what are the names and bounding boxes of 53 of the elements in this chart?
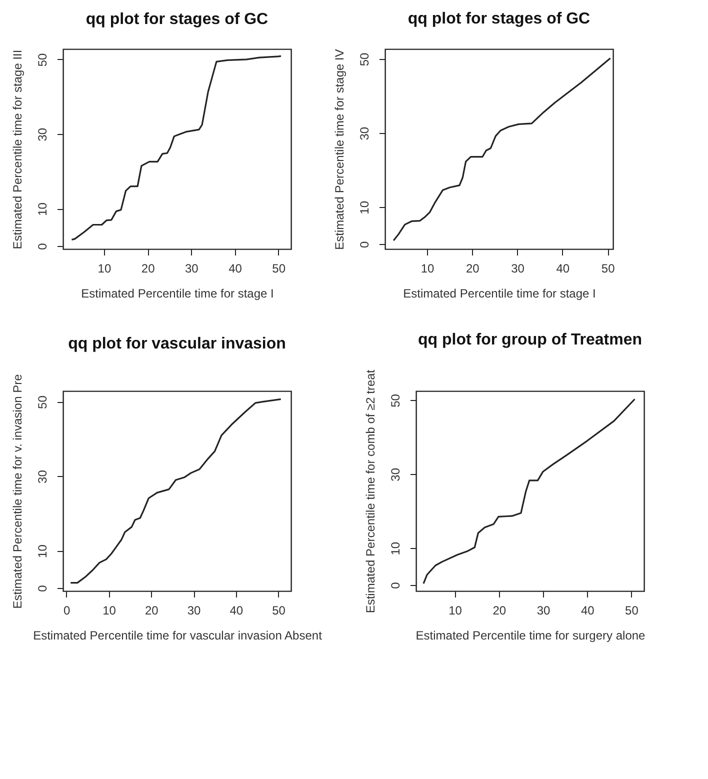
y-tick-label: 0 — [36, 584, 50, 592]
x-axis-title: Estimated Percentile time for stage I — [81, 286, 274, 300]
chart-title: qq plot for stages of GC — [408, 10, 591, 28]
chart-title: qq plot for group of Treatmen — [418, 331, 642, 348]
line-series — [70, 398, 282, 584]
x-axis-title: Estimated Percentile time for stage I — [403, 286, 596, 300]
x-tick-label: 50 — [272, 604, 286, 618]
chart-title: qq plot for vascular invasion — [68, 336, 286, 353]
y-axis-title: Estimated Percentile time for stage IV — [332, 49, 346, 250]
x-tick-label: 10 — [98, 262, 112, 276]
y-tick-label: 50 — [36, 52, 50, 67]
y-tick-label: 30 — [358, 126, 372, 140]
x-tick-label: 50 — [601, 262, 616, 276]
x-axis-title: Estimated Percentile time for surgery alone — [416, 628, 646, 642]
y-tick-label: 0 — [36, 242, 50, 250]
line-series — [70, 55, 282, 240]
y-axis-title: Estimated Percentile time for comb of ≥2 treat — [364, 369, 378, 614]
y-tick-label: 10 — [36, 202, 50, 216]
y-tick-label: 0 — [388, 582, 402, 589]
x-tick-label: 40 — [580, 604, 595, 618]
y-tick-label: 10 — [358, 200, 372, 214]
y-tick-label: 30 — [36, 470, 50, 484]
chart-title: qq plot for stages of GC — [86, 11, 269, 28]
y-axis-title: Estimated Percentile time for v. invasion Pre — [10, 374, 24, 609]
x-tick-label: 40 — [230, 604, 244, 618]
x-tick-label: 30 — [187, 604, 202, 618]
x-tick-label: 40 — [228, 262, 242, 276]
y-tick-label: 50 — [388, 394, 402, 408]
y-tick-label: 50 — [36, 395, 50, 409]
y-tick-label: 0 — [358, 241, 372, 248]
y-tick-label: 10 — [36, 544, 50, 558]
y-tick-label: 50 — [358, 52, 372, 66]
x-tick-label: 30 — [511, 262, 525, 276]
x-tick-label: 50 — [625, 604, 639, 618]
x-tick-label: 10 — [448, 604, 462, 618]
x-tick-label: 20 — [141, 262, 156, 276]
x-tick-label: 10 — [102, 604, 116, 618]
y-tick-label: 30 — [36, 128, 50, 142]
x-tick-label: 0 — [64, 604, 71, 618]
x-tick-label: 20 — [144, 604, 159, 618]
x-tick-label: 10 — [420, 262, 434, 276]
x-tick-label: 30 — [536, 604, 551, 618]
y-tick-label: 30 — [388, 468, 402, 482]
x-tick-label: 30 — [184, 262, 199, 276]
y-axis-title: Estimated Percentile time for stage III — [10, 50, 24, 250]
line-series — [392, 57, 612, 242]
x-axis-title: Estimated Percentile time for vascular invasion Absent — [33, 628, 323, 642]
x-tick-label: 50 — [272, 262, 286, 276]
x-tick-label: 20 — [492, 604, 506, 618]
line-series — [422, 398, 636, 584]
y-tick-label: 10 — [388, 542, 402, 556]
x-tick-label: 40 — [556, 262, 570, 276]
x-tick-label: 20 — [466, 262, 480, 276]
